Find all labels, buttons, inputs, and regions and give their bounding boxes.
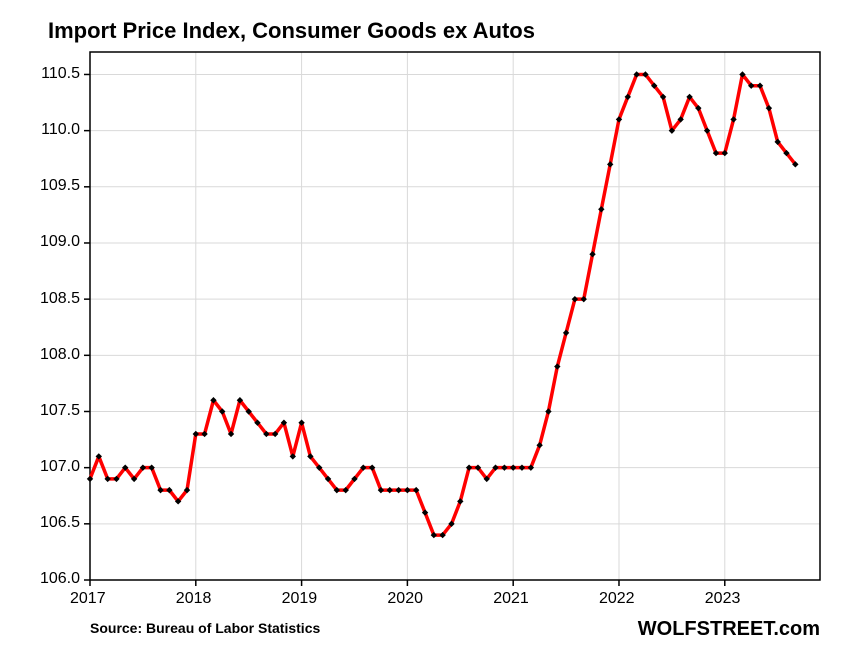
y-axis-tick-label: 110.0 xyxy=(41,121,80,139)
y-axis-tick-label: 107.5 xyxy=(40,402,80,420)
x-axis-tick-label: 2022 xyxy=(599,590,635,608)
x-axis-tick-label: 2019 xyxy=(282,590,318,608)
y-axis-tick-label: 106.0 xyxy=(40,570,80,588)
x-axis-tick-label: 2017 xyxy=(70,590,106,608)
y-axis-tick-label: 108.5 xyxy=(40,290,80,308)
y-axis-tick-label: 107.0 xyxy=(40,458,80,476)
y-axis-tick-label: 106.5 xyxy=(40,514,80,532)
y-axis-tick-label: 110.5 xyxy=(41,65,80,83)
y-axis-tick-label: 109.0 xyxy=(40,233,80,251)
chart-svg xyxy=(0,0,850,650)
y-axis-tick-label: 109.5 xyxy=(40,177,80,195)
x-axis-tick-label: 2021 xyxy=(493,590,529,608)
x-axis-tick-label: 2018 xyxy=(176,590,212,608)
x-axis-tick-label: 2023 xyxy=(705,590,741,608)
y-axis-tick-label: 108.0 xyxy=(40,346,80,364)
x-axis-tick-label: 2020 xyxy=(387,590,423,608)
line-chart: Import Price Index, Consumer Goods ex Au… xyxy=(0,0,850,650)
